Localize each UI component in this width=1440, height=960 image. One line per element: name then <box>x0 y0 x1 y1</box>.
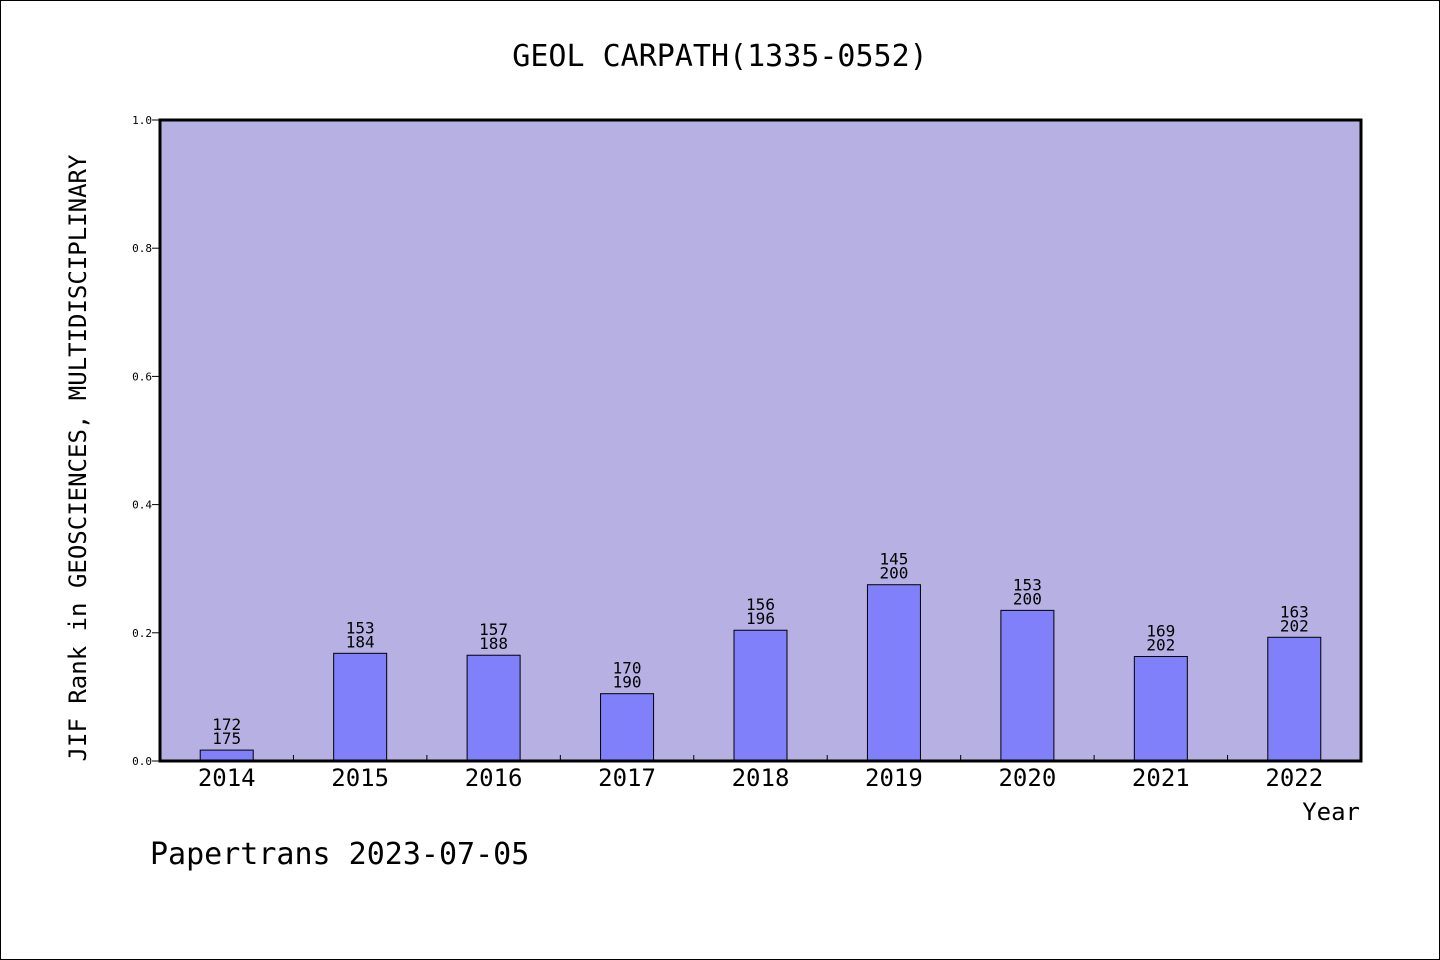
x-tick-label: 2018 <box>732 764 790 792</box>
bar-total-label: 190 <box>613 673 642 692</box>
bar-rank-label: 163 <box>1280 602 1309 621</box>
bar-total-label: 196 <box>746 609 775 628</box>
bar-2015 <box>333 652 388 762</box>
y-tick-label: 0.4 <box>132 499 152 512</box>
bar-total-label: 184 <box>346 632 375 651</box>
y-tick-label: 0.6 <box>132 370 152 383</box>
bar-rank-label: 145 <box>879 550 908 569</box>
bar-rank-label: 170 <box>613 659 642 678</box>
footer-credit: Papertrans 2023-07-05 <box>150 837 529 872</box>
bar-2022 <box>1267 636 1322 762</box>
x-tick-label: 2020 <box>998 764 1056 792</box>
x-tick-label: 2016 <box>465 764 523 792</box>
x-axis-label: Year <box>1302 798 1360 826</box>
bar-2021 <box>1133 656 1188 762</box>
bar-rank-label: 172 <box>212 715 241 734</box>
bar-total-label: 202 <box>1280 616 1309 635</box>
bar-2017 <box>600 693 655 762</box>
bar-rank-label: 156 <box>746 595 775 614</box>
y-tick-label: 0.8 <box>132 242 152 255</box>
plot-border <box>158 118 1363 763</box>
y-tick-label: 0.0 <box>132 755 152 768</box>
bar-total-label: 188 <box>479 634 508 653</box>
bars: 1721751531841571881701901561961452001532… <box>199 550 1322 762</box>
bar-2018 <box>733 629 788 762</box>
x-tick-label: 2015 <box>331 764 389 792</box>
x-tick-label: 2014 <box>198 764 256 792</box>
bar-total-label: 175 <box>212 729 241 748</box>
y-axis: 0.0 0.2 0.4 0.6 0.8 1.0 <box>132 114 160 768</box>
bar-rank-label: 153 <box>346 618 375 637</box>
chart-title: GEOL CARPATH(1335-0552) <box>512 39 927 74</box>
bar-total-label: 202 <box>1146 636 1175 655</box>
bar-total-label: 200 <box>879 564 908 583</box>
y-tick-label: 1.0 <box>132 114 152 127</box>
bar-rank-label: 169 <box>1146 622 1175 641</box>
bar-2016 <box>466 654 521 762</box>
bar-2019 <box>866 584 921 762</box>
y-tick-label: 0.2 <box>132 627 152 640</box>
x-tick-label: 2022 <box>1265 764 1323 792</box>
x-axis: 2014 2015 2016 2017 2018 2019 2020 2021 2022 <box>198 755 1323 792</box>
bar-2020 <box>1000 609 1055 762</box>
bar-total-label: 200 <box>1013 589 1042 608</box>
bar-rank-label: 153 <box>1013 575 1042 594</box>
bar-2014 <box>199 749 254 762</box>
x-tick-label: 2019 <box>865 764 923 792</box>
x-tick-label: 2017 <box>598 764 656 792</box>
y-axis-label: JIF Rank in GEOSCIENCES, MULTIDISCIPLINA… <box>64 154 92 761</box>
bar-rank-label: 157 <box>479 620 508 639</box>
x-tick-label: 2021 <box>1132 764 1190 792</box>
